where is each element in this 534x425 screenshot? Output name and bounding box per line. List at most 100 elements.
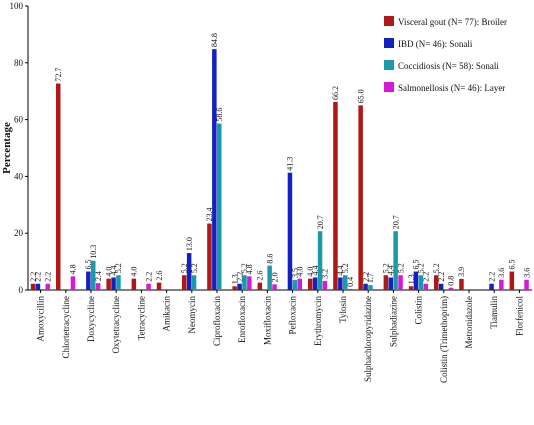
data-label: 13.0 — [185, 237, 194, 251]
data-label: 2.2 — [34, 272, 43, 282]
data-label: 4.4 — [109, 266, 118, 276]
bar — [388, 277, 393, 290]
bar — [86, 271, 91, 290]
bar — [499, 279, 504, 290]
legend-label: Visceral gout (N= 77): Broiler — [398, 17, 507, 27]
data-label: 5.2 — [396, 263, 405, 273]
data-label: 20.7 — [316, 215, 325, 229]
bar — [292, 280, 298, 290]
data-label: 0.8 — [447, 276, 456, 286]
data-label: 8.6 — [265, 254, 274, 264]
bar — [111, 277, 116, 290]
bar — [182, 275, 187, 290]
bar — [186, 253, 192, 290]
data-label: 5.2 — [180, 263, 189, 273]
x-tick-label: Amikacin — [162, 296, 172, 332]
x-tick-label: Colistin (Trimethoprim) — [439, 296, 449, 383]
x-tick-label: Tiamulin — [489, 296, 499, 329]
x-tick-label: Ciprofloxacin — [212, 296, 222, 346]
legend-swatch — [384, 38, 394, 48]
bar — [287, 172, 293, 290]
data-label: 6.5 — [84, 260, 93, 270]
bar — [418, 275, 424, 290]
legend-label: Coccidiosis (N= 58): Sonali — [398, 61, 499, 71]
data-label: 4.0 — [306, 267, 315, 277]
bar — [459, 278, 464, 290]
bar — [524, 279, 529, 290]
bar — [116, 275, 121, 290]
data-label: 72.7 — [54, 68, 63, 82]
data-label: 4.8 — [245, 264, 254, 274]
data-label: 2.0 — [270, 272, 279, 282]
y-axis-label: Percentage — [1, 122, 13, 174]
x-tick-label: Pefloxacin — [288, 296, 298, 335]
data-label: 5.2 — [114, 263, 123, 273]
data-label: 3.9 — [457, 267, 466, 277]
data-label: 6.5 — [412, 260, 421, 270]
data-label: 1.3 — [407, 274, 416, 284]
bar — [509, 271, 515, 290]
data-label: 5.2 — [432, 263, 441, 273]
bar — [368, 285, 373, 290]
data-label: 6.5 — [508, 260, 517, 270]
data-label: 2.6 — [256, 271, 265, 281]
bar — [317, 231, 323, 290]
bar — [35, 283, 41, 290]
bar — [297, 278, 302, 290]
data-label: 5.2 — [190, 263, 199, 273]
bar — [272, 284, 277, 290]
data-label: 66.2 — [331, 86, 340, 100]
data-label: 2.2 — [43, 272, 52, 282]
bar — [408, 286, 414, 290]
x-tick-label: Tetracycline — [136, 296, 146, 340]
bar — [131, 278, 137, 290]
x-tick-label: Sulphachloropyridazine — [363, 296, 373, 382]
x-tick-label: Enrofloxacin — [237, 296, 247, 343]
data-label: 5.2 — [341, 263, 350, 273]
data-label: 65.0 — [356, 89, 365, 103]
bar — [358, 105, 363, 291]
x-tick-label: Colistin — [414, 296, 424, 325]
data-label: 1.3 — [230, 274, 239, 284]
bar — [398, 275, 403, 290]
data-label: 4.8 — [69, 264, 78, 274]
bar — [217, 123, 222, 291]
data-label: 41.3 — [286, 157, 295, 171]
bar — [207, 223, 212, 290]
data-label: 3.6 — [522, 268, 531, 278]
bar — [242, 275, 247, 290]
data-label: 5.2 — [417, 263, 426, 273]
bar — [338, 277, 343, 290]
x-tick-label: Oxytetracycline — [111, 296, 121, 353]
data-label: 20.7 — [391, 215, 400, 229]
y-tick-label: 40 — [14, 171, 24, 181]
y-tick-label: 60 — [14, 115, 24, 125]
data-label: 3.5 — [291, 268, 300, 278]
bar — [45, 283, 50, 290]
x-tick-label: Chlortetracycline — [61, 296, 71, 358]
data-label: 10.3 — [89, 245, 98, 259]
bar — [489, 283, 494, 290]
data-label: 2.2 — [437, 272, 446, 282]
data-label: 3.6 — [497, 268, 506, 278]
bar — [423, 283, 428, 290]
bar — [363, 283, 368, 290]
bar — [322, 280, 328, 290]
bar — [448, 287, 454, 290]
bar — [308, 278, 313, 290]
x-tick-label: Erythromycin — [313, 296, 323, 346]
x-tick-label: Florfenicol — [514, 296, 524, 336]
bar — [191, 275, 197, 290]
data-label: 2.2 — [421, 272, 430, 282]
data-label: 2.4 — [94, 271, 103, 281]
bar — [413, 271, 419, 290]
y-tick-label: 80 — [14, 58, 24, 68]
bar — [156, 282, 162, 290]
x-tick-label: Moxifloxacin — [262, 296, 272, 345]
bar — [434, 275, 439, 290]
y-tick-label: 100 — [10, 1, 24, 11]
x-tick-label: Metronidazole — [464, 296, 474, 348]
bar — [106, 278, 111, 290]
